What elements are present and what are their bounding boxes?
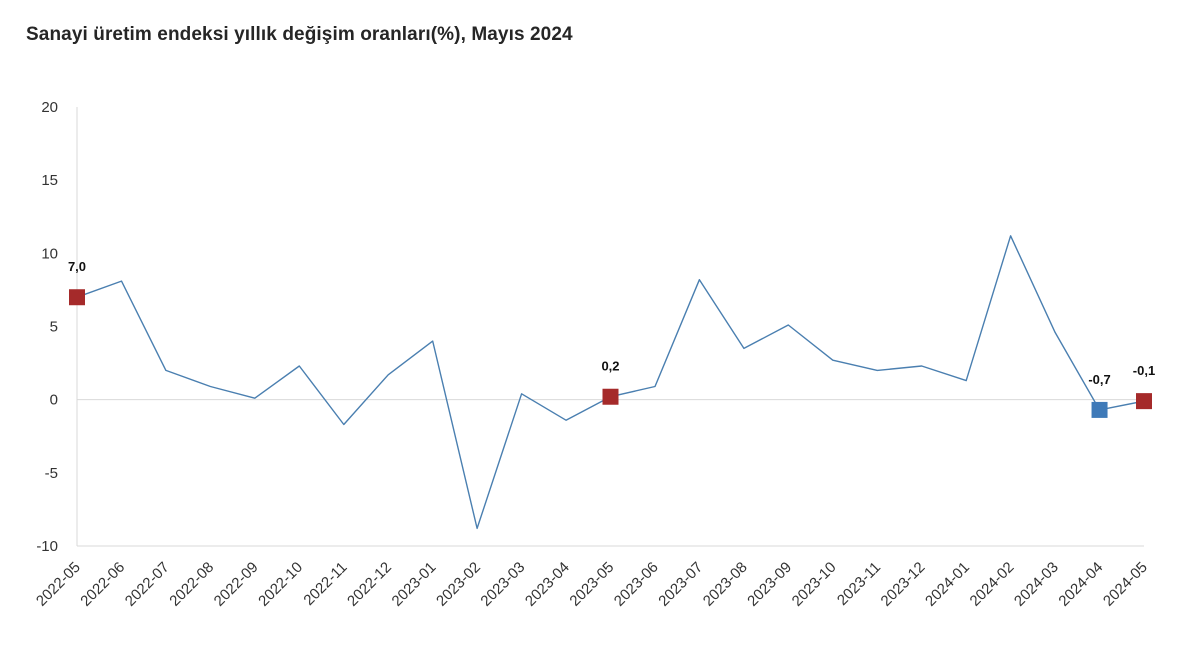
y-axis-ticks: 20 15 10 5 0 -5 -10: [36, 99, 58, 555]
x-tick-label: 2022-09: [211, 559, 262, 610]
highlight-marker: [602, 388, 619, 405]
data-labels: 7,0 0,2 -0,7 -0,1: [68, 259, 1155, 387]
highlight-marker: [69, 289, 85, 306]
y-tick-label: 15: [41, 172, 58, 189]
chart-title: Sanayi üretim endeksi yıllık değişim ora…: [26, 24, 573, 45]
x-tick-label: 2024-05: [1100, 559, 1151, 610]
y-tick-label: 20: [41, 99, 58, 116]
highlight-marker: [1136, 393, 1152, 410]
x-tick-label: 2024-02: [966, 559, 1017, 610]
y-tick-label: -10: [36, 538, 58, 555]
y-tick-label: 0: [50, 392, 58, 409]
x-axis-ticks: 2022-052022-062022-072022-082022-092022-…: [33, 559, 1151, 610]
x-tick-label: 2022-12: [344, 559, 395, 610]
x-tick-label: 2023-07: [655, 559, 706, 610]
x-tick-label: 2022-07: [122, 559, 173, 610]
x-tick-label: 2022-06: [77, 559, 128, 610]
x-tick-label: 2022-05: [33, 559, 84, 610]
x-tick-label: 2023-11: [834, 559, 884, 609]
x-tick-label: 2023-09: [744, 559, 795, 610]
x-tick-label: 2023-06: [611, 559, 662, 610]
y-tick-label: 10: [41, 245, 58, 262]
data-label: 0,2: [601, 359, 619, 374]
data-label: -0,1: [1133, 363, 1155, 378]
x-tick-label: 2023-08: [700, 559, 751, 610]
x-tick-label: 2023-12: [878, 559, 929, 610]
x-tick-label: 2024-03: [1011, 559, 1062, 610]
x-tick-label: 2023-02: [433, 559, 484, 610]
y-tick-label: -5: [45, 465, 58, 482]
x-tick-label: 2022-11: [300, 559, 350, 609]
x-tick-label: 2023-10: [789, 559, 840, 610]
x-tick-label: 2023-04: [522, 559, 573, 610]
x-tick-label: 2022-10: [255, 559, 306, 610]
x-tick-label: 2024-01: [922, 559, 973, 610]
x-tick-label: 2023-05: [566, 559, 617, 610]
data-label: -0,7: [1088, 372, 1110, 387]
x-tick-label: 2023-01: [389, 559, 440, 610]
series-line: [76, 235, 1145, 530]
series-lines: [76, 235, 1145, 530]
chart-axes: [76, 107, 1144, 547]
x-tick-label: 2022-08: [166, 559, 217, 610]
x-tick-label: 2024-04: [1055, 559, 1106, 610]
highlight-markers: [69, 289, 1152, 418]
x-tick-label: 2023-03: [477, 559, 528, 610]
data-label: 7,0: [68, 259, 86, 274]
y-tick-label: 5: [50, 319, 58, 336]
highlight-marker: [1091, 401, 1108, 418]
